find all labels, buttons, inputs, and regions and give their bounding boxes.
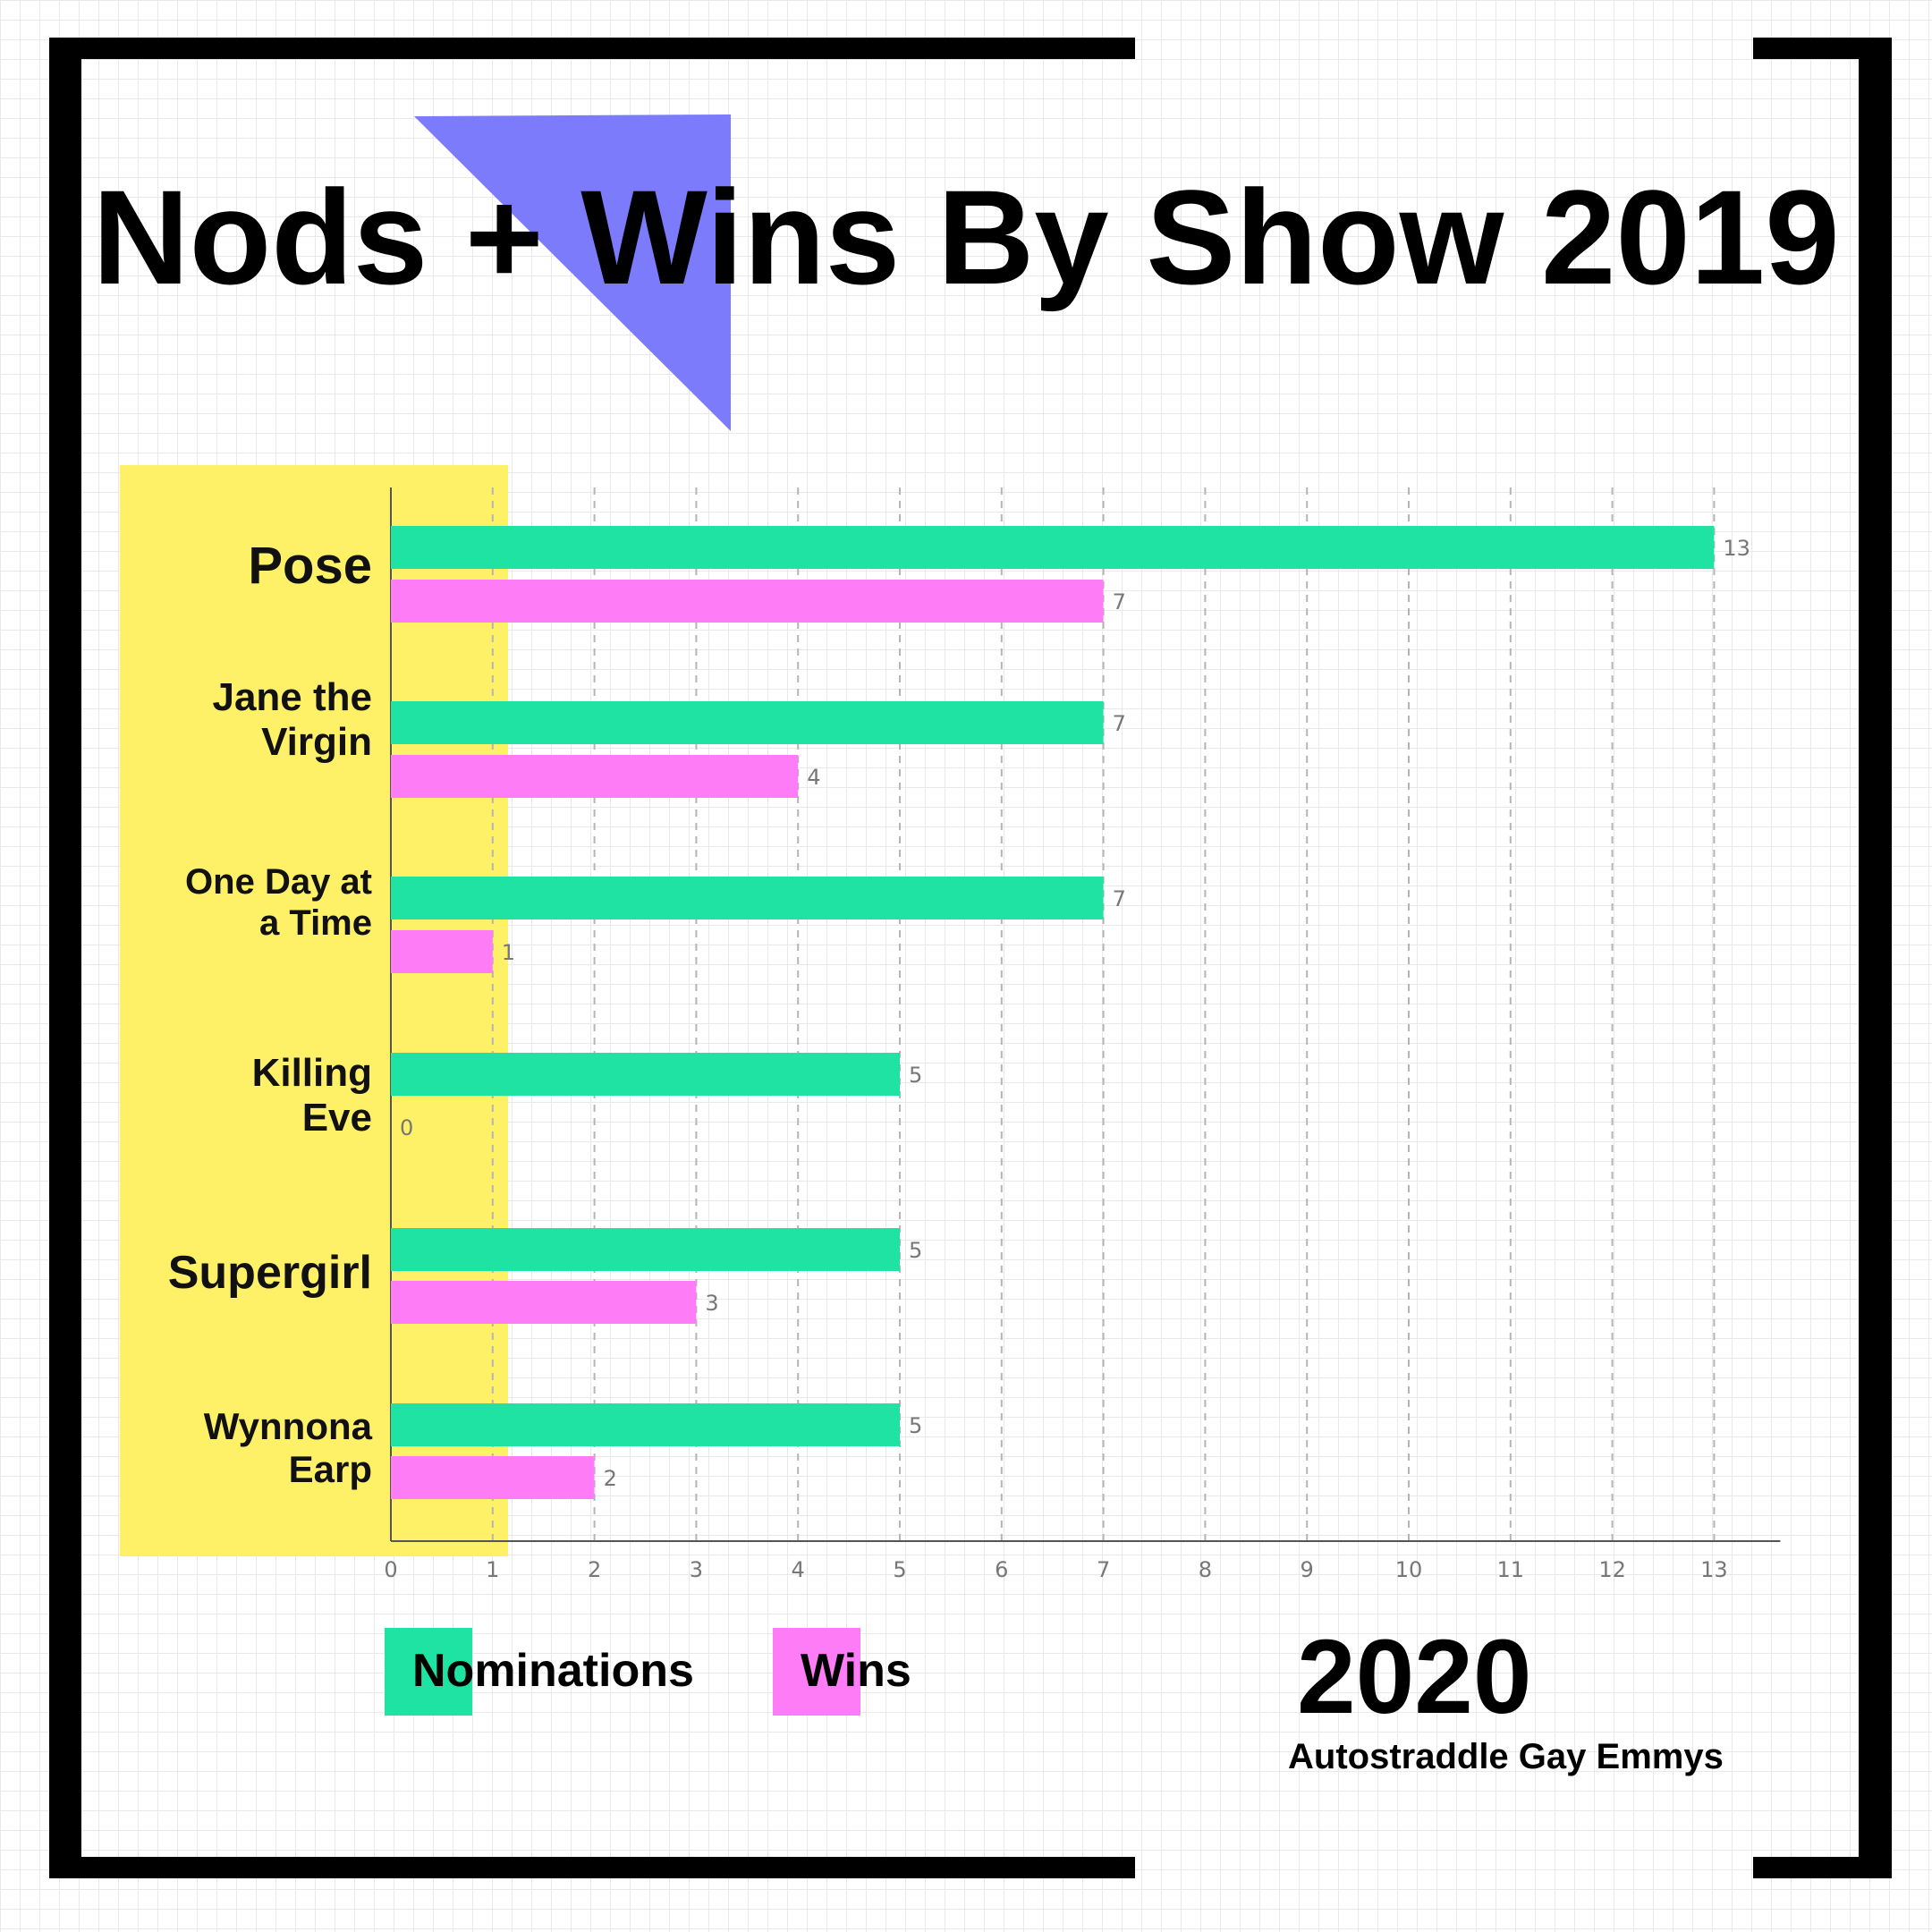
bar-nominations xyxy=(391,877,1104,919)
category-label: Jane the Virgin xyxy=(212,675,372,764)
data-label: 5 xyxy=(909,1063,922,1088)
data-label: 2 xyxy=(604,1466,617,1491)
data-label: 7 xyxy=(1113,711,1126,736)
x-tick-label: 0 xyxy=(384,1557,397,1582)
data-label: 13 xyxy=(1723,536,1750,561)
category-label: One Day at a Time xyxy=(185,862,372,943)
x-tick-label: 8 xyxy=(1199,1557,1212,1582)
x-tick-label: 3 xyxy=(690,1557,703,1582)
frame-top-left xyxy=(49,38,1135,59)
category-label: Wynnona Earp xyxy=(203,1405,372,1490)
bar-wins xyxy=(391,930,493,973)
category-label: Killing Eve xyxy=(251,1051,372,1140)
x-tick-label: 11 xyxy=(1497,1557,1525,1582)
frame-bottom-left xyxy=(49,1857,1135,1878)
bar-nominations xyxy=(391,1403,900,1446)
data-label: 4 xyxy=(807,765,820,790)
data-label: 0 xyxy=(400,1115,413,1140)
footer-subtitle: Autostraddle Gay Emmys xyxy=(1288,1737,1724,1776)
legend-label-nominations: Nominations xyxy=(412,1645,694,1697)
x-tick-label: 13 xyxy=(1700,1557,1728,1582)
frame-left xyxy=(49,38,81,1878)
x-tick-label: 5 xyxy=(893,1557,906,1582)
bar-nominations xyxy=(391,701,1104,744)
category-label: Pose xyxy=(248,537,372,595)
x-tick-label: 9 xyxy=(1301,1557,1314,1582)
chart-title: Nods + Wins By Show 2019 xyxy=(92,162,1840,312)
bar-wins xyxy=(391,755,799,798)
x-tick-label: 10 xyxy=(1395,1557,1423,1582)
bar-nominations xyxy=(391,1053,900,1096)
data-label: 7 xyxy=(1113,886,1126,911)
x-tick-label: 2 xyxy=(588,1557,601,1582)
legend-label-wins: Wins xyxy=(801,1645,911,1697)
x-tick-label: 1 xyxy=(486,1557,499,1582)
label-highlight-block xyxy=(120,465,508,1556)
bar-wins xyxy=(391,1281,697,1324)
x-tick-label: 4 xyxy=(792,1557,805,1582)
frame-bottom-right xyxy=(1753,1857,1892,1878)
bar-wins xyxy=(391,580,1104,623)
data-label: 1 xyxy=(502,940,515,965)
x-tick-label: 7 xyxy=(1097,1557,1110,1582)
data-label: 7 xyxy=(1113,589,1126,614)
bar-nominations xyxy=(391,1228,900,1271)
data-label: 3 xyxy=(705,1291,718,1316)
x-tick-label: 6 xyxy=(995,1557,1008,1582)
frame-right xyxy=(1859,38,1892,1878)
bar-wins xyxy=(391,1456,595,1499)
x-tick-label: 12 xyxy=(1598,1557,1626,1582)
legend-swatch-nominations xyxy=(385,1628,472,1716)
footer-year: 2020 xyxy=(1297,1618,1532,1736)
legend-swatch-wins xyxy=(773,1628,860,1716)
bar-nominations xyxy=(391,526,1715,569)
data-label: 5 xyxy=(909,1238,922,1263)
data-label: 5 xyxy=(909,1413,922,1438)
category-label: Supergirl xyxy=(167,1246,372,1299)
